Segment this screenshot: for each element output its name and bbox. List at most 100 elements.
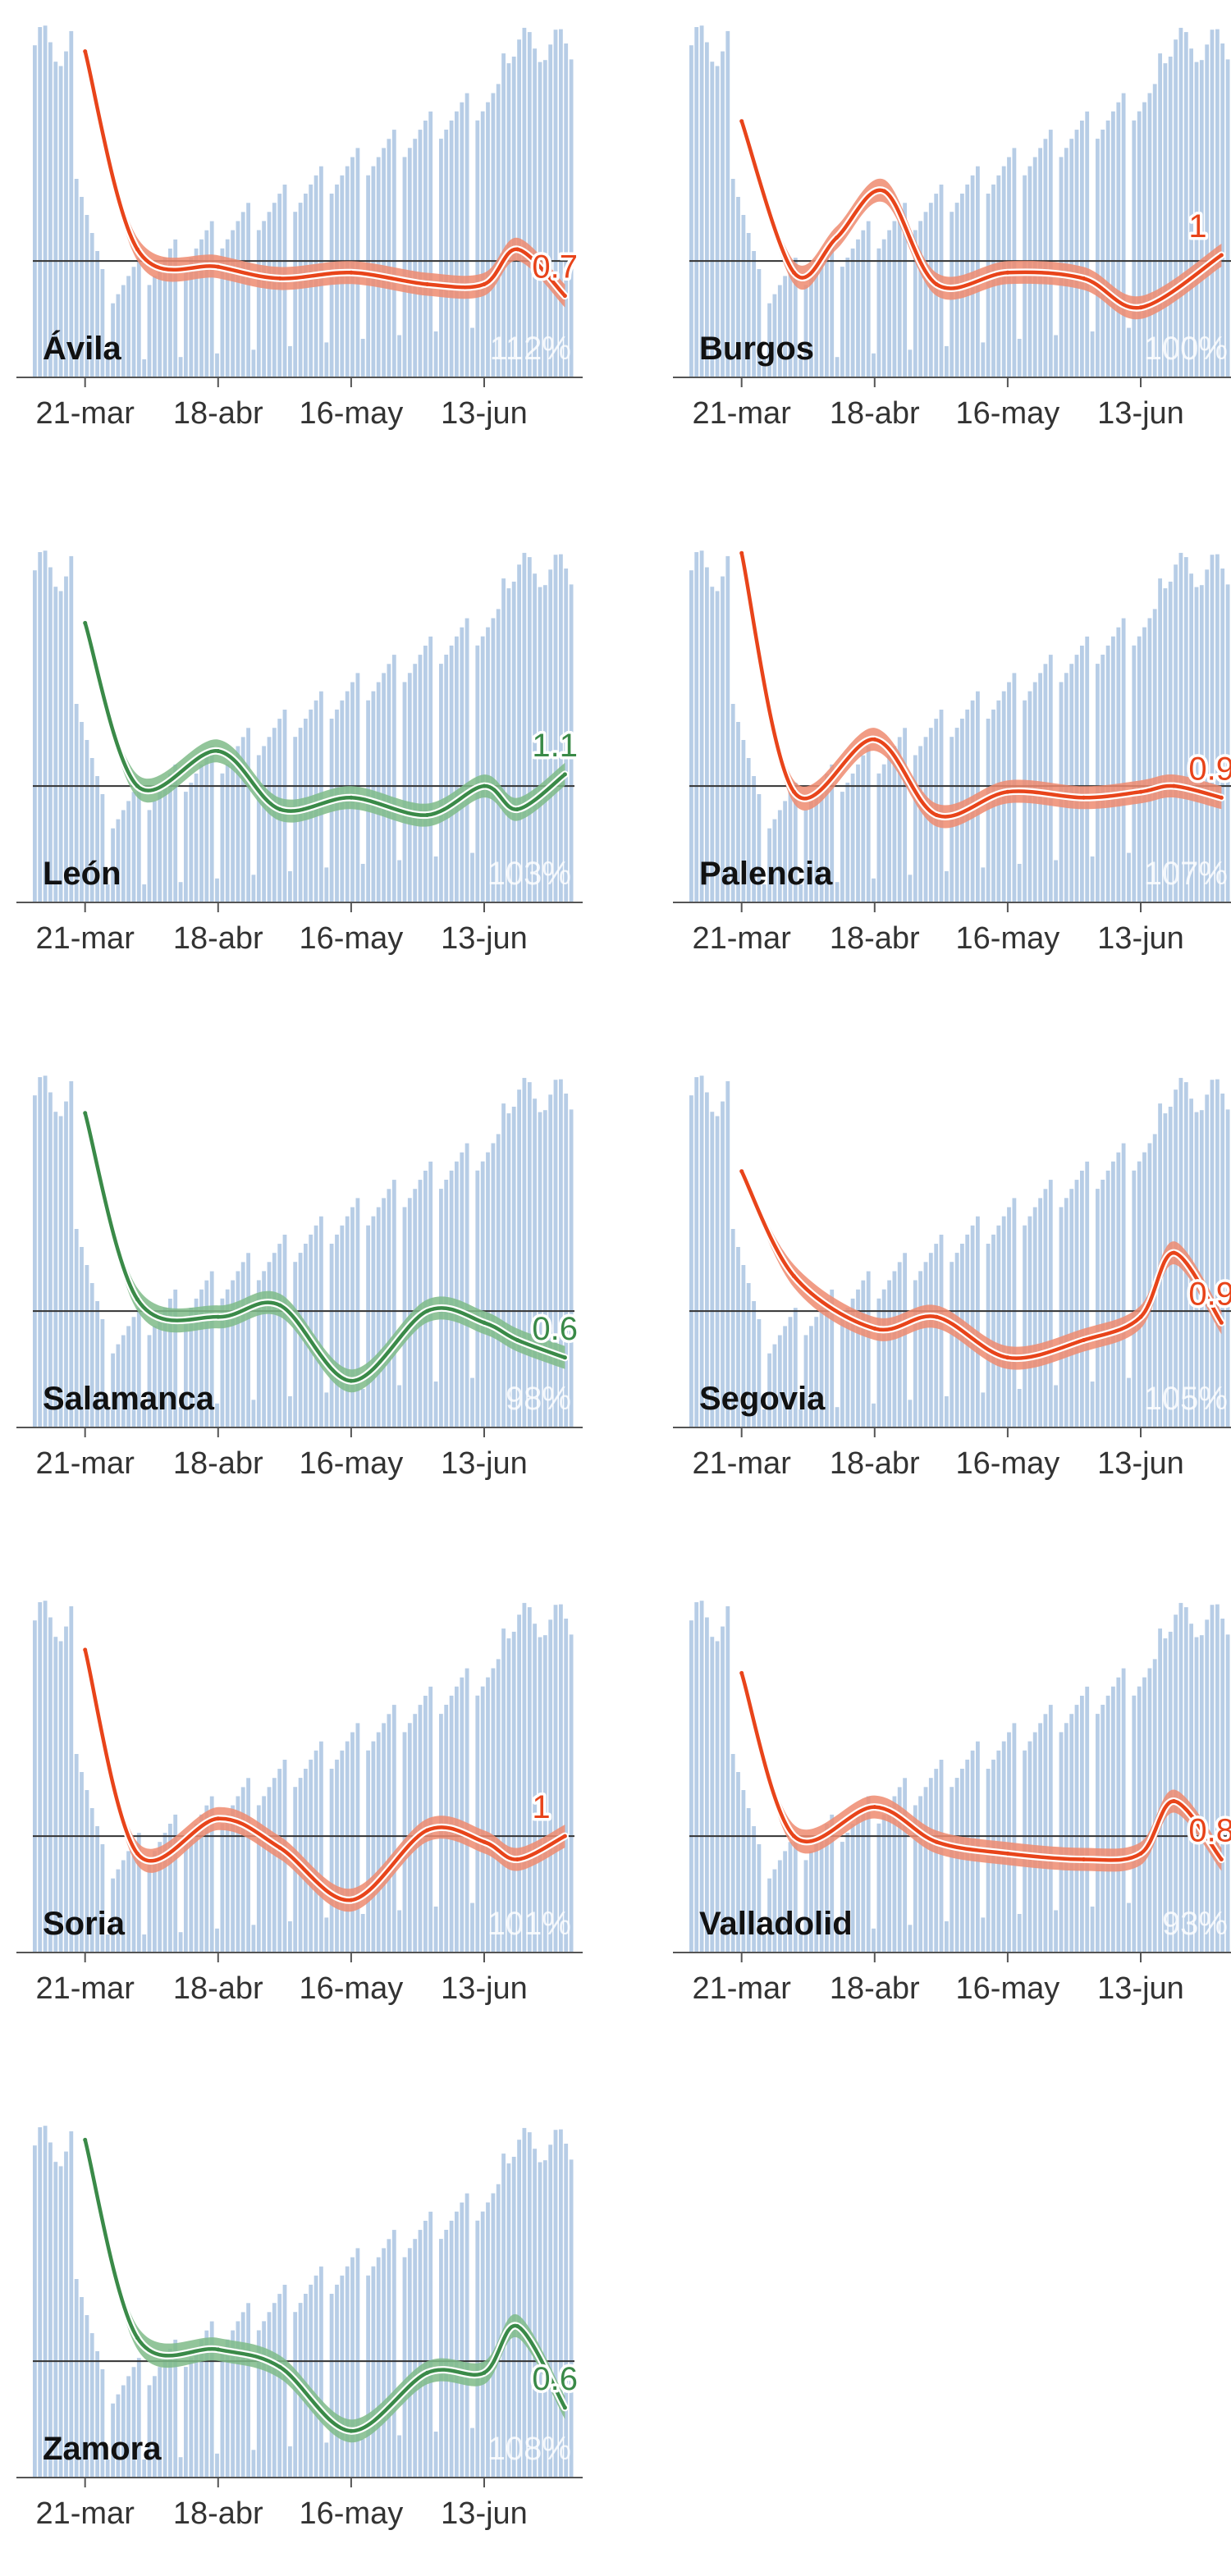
mobility-bar (33, 1620, 37, 1953)
mobility-bar (506, 63, 511, 377)
mobility-bar (881, 1814, 886, 1953)
x-tick-label: 21-mar (692, 396, 791, 431)
mobility-bar (1147, 618, 1152, 902)
mobility-bar (38, 552, 43, 902)
mobility-bar (402, 1207, 407, 1427)
mobility-bar (872, 1403, 876, 1427)
mobility-bar (209, 746, 214, 902)
data-point (1219, 1320, 1224, 1325)
data-point (1082, 1338, 1086, 1342)
mobility-bar (136, 2358, 141, 2478)
mobility-bar (1210, 30, 1215, 377)
mobility-bar (382, 673, 386, 902)
mobility-bar (553, 1080, 558, 1427)
mobility-bar (1032, 1732, 1037, 1953)
mobility-bar (147, 1860, 152, 1953)
mobility-bar (1080, 1171, 1084, 1427)
mobility-bar (418, 130, 423, 377)
x-tick-label: 18-abr (173, 1446, 263, 1481)
mobility-bar (335, 1759, 339, 1953)
data-point (1138, 305, 1143, 310)
mobility-bar (486, 627, 490, 902)
mobility-bar (402, 682, 407, 902)
mobility-bar (43, 25, 48, 377)
mobility-bar (1069, 1714, 1074, 1953)
mobility-bars (33, 25, 574, 378)
mobility-bar (1090, 1907, 1095, 1953)
mobility-bar (876, 1823, 881, 1953)
mobility-bar (1199, 585, 1204, 902)
mobility-bar (178, 1407, 183, 1427)
mobility-bar (470, 2428, 474, 2478)
mobility-bar (777, 1860, 782, 1953)
mobility-bar (872, 878, 876, 902)
mobility-bar (694, 1602, 699, 1953)
x-tick-label: 16-may (300, 2496, 404, 2531)
mobility-bar (511, 1632, 516, 1953)
mobility-bar (923, 1787, 928, 1953)
mobility-bar (721, 1101, 725, 1427)
mobility-bar (1048, 1180, 1053, 1427)
mobility-bar (100, 1319, 105, 1427)
data-point (515, 807, 519, 811)
mobility-bar (89, 758, 94, 902)
mobility-bar (439, 2239, 443, 2478)
x-tick-label: 21-mar (692, 1971, 791, 2006)
mobility-bar (168, 774, 172, 902)
mobility-bar (559, 29, 563, 377)
mobility-bar (38, 2127, 43, 2478)
mobility-bar (1064, 148, 1069, 378)
mobility-bar (913, 755, 918, 902)
mobility-bar (1085, 636, 1090, 902)
mobility-bar (360, 864, 365, 902)
mobility-bar (360, 2439, 365, 2478)
mobility-bar (1096, 1189, 1100, 1427)
data-point (277, 1303, 282, 1308)
data-point (1005, 1851, 1010, 1856)
mobility-bar (475, 2220, 480, 2478)
data-point (216, 1816, 221, 1821)
data-point (135, 783, 140, 788)
mobility-bar (1152, 1659, 1157, 1953)
mobility-bar (950, 1787, 954, 1953)
mobility-bar (803, 1335, 808, 1427)
mobility-bar (433, 1382, 438, 1427)
mobility-bar (382, 1723, 386, 1953)
mobility-bar (246, 203, 250, 377)
mobility-bar (199, 1814, 204, 1953)
mobility-bar (251, 2450, 256, 2478)
mobility-bar (262, 1271, 266, 1427)
mobility-bar (350, 2257, 355, 2478)
mobility-bar (511, 1107, 516, 1427)
mobility-bar (1127, 852, 1131, 902)
mobility-bar (1096, 139, 1100, 377)
mobility-bar (1048, 1705, 1053, 1953)
mobility-bar (407, 673, 412, 902)
mobility-bar (480, 2211, 485, 2478)
mobility-bar (313, 2275, 318, 2478)
mobility-bar (845, 1308, 850, 1427)
mobility-bar (809, 1326, 813, 1427)
mobility-bar (788, 1317, 793, 1427)
mobility-bar (564, 1094, 569, 1427)
mobility-bar (58, 1116, 63, 1427)
mobility-bar (725, 1605, 730, 1953)
mobility-bar (553, 555, 558, 902)
mobility-bar (1054, 860, 1058, 902)
mobility-bar (475, 1170, 480, 1427)
mobility-bar (1085, 111, 1090, 377)
data-point (216, 1314, 221, 1319)
mobility-bar (1225, 59, 1230, 378)
mobility-bar (1101, 655, 1105, 902)
mobility-bar (371, 1216, 376, 1427)
mobility-bar (939, 1760, 944, 1953)
x-tick-label: 16-may (956, 1446, 1060, 1481)
mobility-bar (407, 148, 412, 378)
panel-leon: 21-mar 18-abr 16-may 13-jun León 103% 1.1 (16, 541, 640, 1001)
mobility-bar (1147, 1668, 1152, 1953)
mobility-bar (240, 1262, 245, 1427)
mobility-bar (418, 1180, 423, 1427)
mobility-bar (506, 588, 511, 902)
mobility-bar (721, 51, 725, 377)
mobility-bar (777, 810, 782, 902)
